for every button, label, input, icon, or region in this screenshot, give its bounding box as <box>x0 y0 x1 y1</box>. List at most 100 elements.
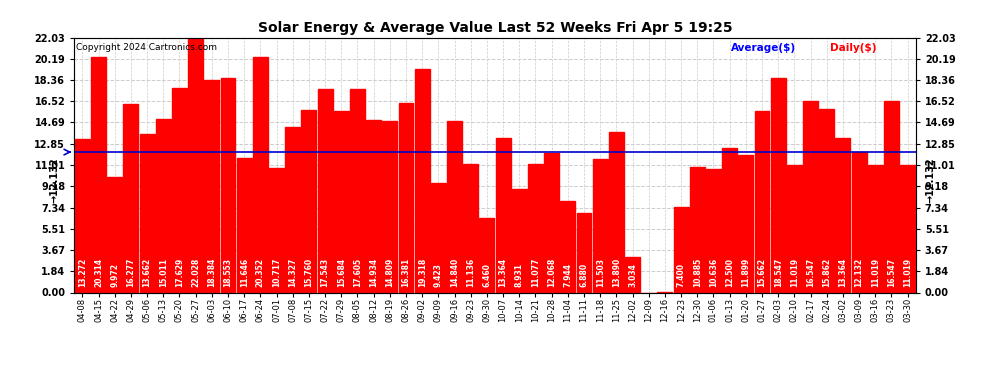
Bar <box>318 90 333 292</box>
Bar <box>851 152 866 292</box>
Text: 12.500: 12.500 <box>725 258 735 287</box>
Bar <box>593 159 608 292</box>
Bar <box>803 101 818 292</box>
Bar <box>237 158 251 292</box>
Text: 13.662: 13.662 <box>143 258 151 287</box>
Text: 22.028: 22.028 <box>191 258 200 287</box>
Text: 11.019: 11.019 <box>903 258 912 287</box>
Text: 11.019: 11.019 <box>790 258 799 287</box>
Bar <box>868 165 883 292</box>
Text: 7.944: 7.944 <box>563 263 572 287</box>
Text: 8.931: 8.931 <box>515 263 524 287</box>
Text: 7.400: 7.400 <box>676 263 686 287</box>
Bar <box>706 170 721 292</box>
Title: Solar Energy & Average Value Last 52 Weeks Fri Apr 5 19:25: Solar Energy & Average Value Last 52 Wee… <box>257 21 733 35</box>
Bar <box>544 153 559 292</box>
Text: 16.547: 16.547 <box>806 258 815 287</box>
Bar <box>673 207 689 292</box>
Bar <box>75 139 90 292</box>
Text: Average($): Average($) <box>731 43 796 52</box>
Bar <box>285 127 300 292</box>
Bar <box>172 88 187 292</box>
Bar <box>576 213 591 292</box>
Text: 13.890: 13.890 <box>612 258 621 287</box>
Bar <box>204 80 219 292</box>
Text: 18.384: 18.384 <box>207 257 216 287</box>
Bar <box>884 101 899 292</box>
Text: 14.327: 14.327 <box>288 258 297 287</box>
Bar <box>836 138 850 292</box>
Text: 13.272: 13.272 <box>78 258 87 287</box>
Text: 6.880: 6.880 <box>579 262 588 287</box>
Text: 6.460: 6.460 <box>482 263 491 287</box>
Text: Daily($): Daily($) <box>830 43 876 52</box>
Text: →12.132: →12.132 <box>926 157 936 203</box>
Bar <box>447 121 462 292</box>
Text: 11.136: 11.136 <box>466 258 475 287</box>
Text: 20.314: 20.314 <box>94 258 103 287</box>
Bar <box>124 104 139 292</box>
Text: 10.885: 10.885 <box>693 258 702 287</box>
Text: 14.840: 14.840 <box>450 258 459 287</box>
Text: 11.503: 11.503 <box>596 258 605 287</box>
Bar <box>820 109 835 292</box>
Text: 12.068: 12.068 <box>547 258 556 287</box>
Text: 10.636: 10.636 <box>709 258 718 287</box>
Text: 19.318: 19.318 <box>418 258 427 287</box>
Bar <box>366 120 381 292</box>
Bar <box>399 103 414 292</box>
Bar <box>512 189 527 292</box>
Bar <box>334 111 348 292</box>
Bar <box>155 119 170 292</box>
Bar <box>302 110 317 292</box>
Bar <box>479 218 494 292</box>
Bar <box>625 257 640 292</box>
Bar <box>496 138 511 292</box>
Bar <box>787 165 802 292</box>
Bar <box>91 57 106 292</box>
Text: 17.543: 17.543 <box>321 258 330 287</box>
Text: 16.277: 16.277 <box>127 257 136 287</box>
Text: 17.605: 17.605 <box>353 258 362 287</box>
Text: 9.972: 9.972 <box>110 263 119 287</box>
Bar <box>739 155 753 292</box>
Text: 13.364: 13.364 <box>839 258 847 287</box>
Text: 10.717: 10.717 <box>272 257 281 287</box>
Text: 13.364: 13.364 <box>499 258 508 287</box>
Text: 11.899: 11.899 <box>742 258 750 287</box>
Text: 12.132: 12.132 <box>854 258 863 287</box>
Bar <box>415 69 430 292</box>
Text: 11.077: 11.077 <box>531 257 540 287</box>
Bar <box>754 111 769 292</box>
Text: 18.547: 18.547 <box>774 258 783 287</box>
Text: 15.662: 15.662 <box>757 258 766 287</box>
Text: 18.553: 18.553 <box>224 258 233 287</box>
Text: 17.629: 17.629 <box>175 258 184 287</box>
Text: 14.809: 14.809 <box>385 258 394 287</box>
Text: 9.423: 9.423 <box>434 263 443 287</box>
Bar <box>723 148 738 292</box>
Bar <box>431 183 446 292</box>
Text: 15.760: 15.760 <box>304 258 314 287</box>
Bar <box>252 57 267 292</box>
Text: 11.019: 11.019 <box>871 258 880 287</box>
Text: 20.352: 20.352 <box>255 258 265 287</box>
Text: 16.547: 16.547 <box>887 258 896 287</box>
Bar <box>900 165 915 292</box>
Bar <box>350 89 365 292</box>
Bar <box>463 164 478 292</box>
Bar <box>771 78 786 292</box>
Bar <box>269 168 284 292</box>
Text: 15.684: 15.684 <box>337 258 346 287</box>
Text: →12.132: →12.132 <box>50 157 59 203</box>
Bar <box>609 132 624 292</box>
Text: 16.381: 16.381 <box>402 258 411 287</box>
Text: 11.646: 11.646 <box>240 258 248 287</box>
Bar <box>188 38 203 292</box>
Text: 3.034: 3.034 <box>628 263 637 287</box>
Bar <box>107 177 122 292</box>
Text: 15.011: 15.011 <box>158 258 167 287</box>
Bar <box>140 134 154 292</box>
Bar <box>382 121 397 292</box>
Text: 15.862: 15.862 <box>823 258 832 287</box>
